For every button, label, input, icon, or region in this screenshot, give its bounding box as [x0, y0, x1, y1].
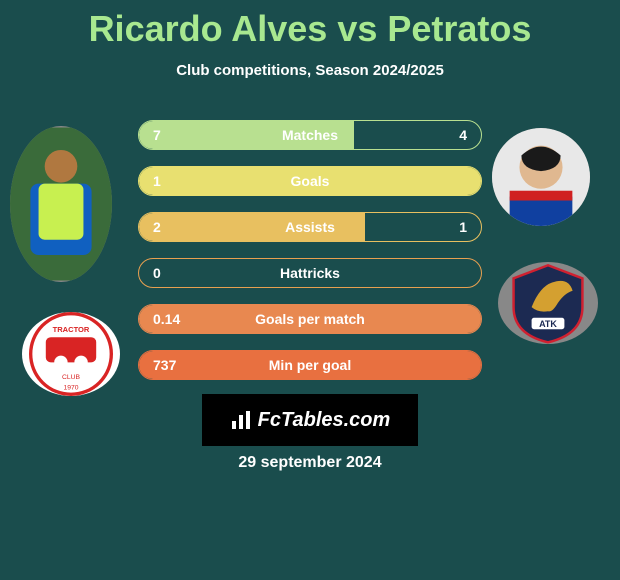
- stat-row: 737Min per goal: [138, 350, 482, 380]
- team-right-logo: ATK: [498, 262, 598, 344]
- chart-icon: [230, 409, 252, 431]
- footer-brand-badge: FcTables.com: [202, 394, 418, 446]
- stat-right-value: 4: [459, 127, 467, 143]
- date-text: 29 september 2024: [0, 454, 620, 472]
- stat-label: Matches: [139, 127, 481, 143]
- stat-row: 7Matches4: [138, 120, 482, 150]
- stat-label: Hattricks: [139, 265, 481, 281]
- svg-text:TRACTOR: TRACTOR: [53, 325, 90, 334]
- page-title: Ricardo Alves vs Petratos: [0, 0, 620, 50]
- stat-label: Goals: [139, 173, 481, 189]
- svg-text:1970: 1970: [64, 384, 79, 391]
- stat-label: Goals per match: [139, 311, 481, 327]
- stat-row: 0Hattricks: [138, 258, 482, 288]
- svg-text:ATK: ATK: [539, 319, 557, 329]
- player-right-avatar: [492, 128, 590, 226]
- stat-row: 1Goals: [138, 166, 482, 196]
- player-left-avatar: [10, 126, 112, 282]
- stats-container: 7Matches41Goals2Assists10Hattricks0.14Go…: [138, 120, 482, 396]
- svg-text:CLUB: CLUB: [62, 374, 80, 381]
- subtitle: Club competitions, Season 2024/2025: [0, 62, 620, 79]
- stat-row: 2Assists1: [138, 212, 482, 242]
- stat-right-value: 1: [459, 219, 467, 235]
- team-left-logo: TRACTOR CLUB 1970: [22, 312, 120, 396]
- footer-brand-text: FcTables.com: [258, 409, 391, 432]
- stat-label: Assists: [139, 219, 481, 235]
- stat-label: Min per goal: [139, 357, 481, 373]
- stat-row: 0.14Goals per match: [138, 304, 482, 334]
